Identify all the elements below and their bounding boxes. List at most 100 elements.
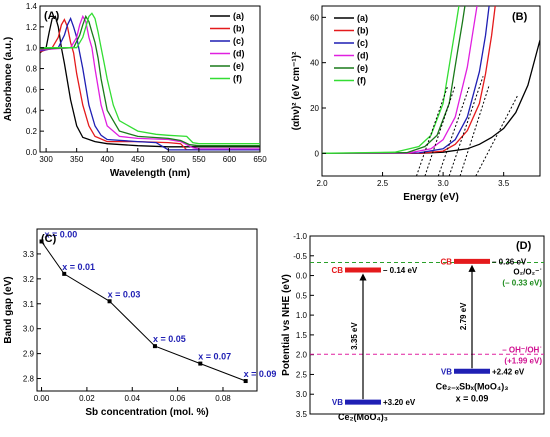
- panel-d-gap-label: 2.79 eV: [459, 302, 468, 330]
- panel-b-y-axis-label: (αhν)² (eV cm⁻¹)²: [291, 51, 302, 130]
- panel-d-cb-tag: CB: [440, 257, 452, 266]
- panel-c-frame: [36, 228, 258, 392]
- panel-b-y-tick-label: 20: [310, 104, 319, 113]
- panel-c-point: [243, 379, 248, 384]
- panel-d-oh-value: (+1.99 eV): [504, 356, 542, 365]
- panel-a-legend-label: (b): [233, 24, 245, 34]
- panel-a-series-b: [39, 18, 260, 151]
- panel-a-y-tick-label: 0.2: [26, 127, 38, 136]
- panel-a-y-tick-label: 1.0: [26, 44, 38, 53]
- panel-a-legend-label: (c): [233, 36, 244, 46]
- panel-a-series-e: [39, 14, 260, 147]
- panel-b-legend-label: (b): [357, 26, 369, 36]
- panel-b-legend-label: (c): [357, 38, 368, 48]
- panel-b-x-tick-label: 2.0: [316, 179, 328, 188]
- panel-b-legend-label: (f): [357, 76, 366, 86]
- panel-c-y-tick-label: 3.0: [23, 325, 35, 334]
- panel-d-y-tick-label: 3.5: [296, 410, 308, 419]
- panel-a-x-tick-label: 400: [101, 155, 115, 164]
- panel-c-y-tick-label: 3.1: [23, 300, 35, 309]
- panel-b-tangent-line: [459, 85, 490, 176]
- panel-d-vb-value: +3.20 eV: [383, 398, 416, 407]
- panel-b-series-d: [322, 6, 478, 154]
- panel-a-x-tick-label: 350: [70, 155, 84, 164]
- panel-c-y-tick-label: 2.9: [23, 350, 35, 359]
- panel-d-o2-label: O₂/O₂⁻˙: [513, 268, 542, 277]
- panel-b-series-group: [322, 6, 540, 154]
- panel-a-x-tick-label: 300: [39, 155, 53, 164]
- panel-c-label: (C): [41, 233, 57, 245]
- panel-d-gap-label: 3.35 eV: [350, 322, 359, 350]
- panel-d-y-tick-label: 3.0: [296, 390, 308, 399]
- panel-b-series-b: [322, 6, 496, 154]
- panel-c-point-label: x = 0.09: [244, 369, 277, 379]
- panel-a-legend-label: (e): [233, 61, 244, 71]
- panel-a-series-c: [39, 16, 260, 151]
- panel-d-y-tick-label: -0.5: [293, 252, 307, 261]
- panel-d-label: (D): [516, 240, 532, 252]
- panel-b-series-c: [322, 6, 490, 154]
- panel-a-series-d: [39, 14, 260, 150]
- panel-d-y-axis-label: Potential vs NHE (eV): [281, 274, 292, 376]
- panel-c-point-label: x = 0.05: [153, 334, 186, 344]
- panel-b-x-tick-label: 3.0: [438, 179, 450, 188]
- panel-c-x-tick-label: 0.00: [34, 394, 50, 403]
- panel-a-x-tick-label: 500: [162, 155, 176, 164]
- panel-c-x-tick-label: 0.08: [215, 394, 231, 403]
- panel-d-y-tick-label: 2.0: [296, 351, 308, 360]
- panel-b-y-tick-label: 60: [310, 13, 319, 22]
- panel-b-y-tick-label: 0: [315, 149, 320, 158]
- panel-b-y-tick-label: 40: [310, 59, 319, 68]
- panel-c-x-tick-label: 0.04: [124, 394, 140, 403]
- panel-b-legend-label: (d): [357, 51, 369, 61]
- panel-b-x-tick-label: 2.5: [377, 179, 389, 188]
- panel-d-oh-label: – OH⁻/OH˙: [502, 345, 542, 354]
- panel-a-series-a: [39, 15, 260, 148]
- panel-d-vb-tag: VB: [441, 367, 452, 376]
- panel-c: x = 0.00 x = 0.01 x = 0.03 x = 0.05 x = 0.07…: [3, 228, 277, 418]
- panel-b-tangent-line: [424, 85, 456, 176]
- panel-c-line: [41, 241, 246, 382]
- panel-d-band-diagram: O₂/O₂⁻˙ (– 0.33 eV) – OH⁻/OH˙ (+1.99 eV) CB V…: [310, 257, 544, 422]
- panel-a-x-tick-label: 550: [192, 155, 206, 164]
- panel-d-y-tick-label: 0.0: [296, 272, 308, 281]
- panel-a-legend-label: (a): [233, 11, 244, 21]
- panel-b-legend-label: (e): [357, 63, 368, 73]
- panel-a-y-axis-label: Absorbance (a.u.): [3, 37, 14, 121]
- panel-d-vb-value: +2.42 eV: [492, 367, 525, 376]
- panel-a-frame: [39, 5, 261, 153]
- panel-b-legend: (a) (b) (c) (d) (e) (f): [334, 13, 369, 86]
- panel-a-label: (A): [44, 10, 60, 22]
- panel-a-x-tick-label: 450: [131, 155, 145, 164]
- panel-c-point: [62, 271, 67, 276]
- panel-d-vb-tag: VB: [332, 398, 343, 407]
- panel-b-tangent-lines: [415, 76, 519, 176]
- panel-a: 300 350 400 450 500 550 600 650 0.0 0.2 0.4 0.6 0.8…: [3, 2, 267, 179]
- panel-b-legend-label: (a): [357, 13, 368, 23]
- panel-a-x-axis-label: Wavelength (nm): [110, 168, 190, 179]
- panel-b-x-axis-label: Energy (eV): [403, 192, 459, 203]
- panel-d-frame: [309, 235, 545, 415]
- panel-c-y-tick-label: 2.8: [23, 375, 35, 384]
- panel-c-y-tick-label: 3.2: [23, 275, 35, 284]
- panel-b-tangent-line: [448, 76, 484, 176]
- panel-a-y-tick-label: 0.6: [26, 85, 38, 94]
- panel-a-y-tick-label: 0.8: [26, 65, 38, 74]
- panel-b-series-a: [322, 39, 540, 154]
- panel-d-o2-value: (– 0.33 eV): [502, 279, 542, 288]
- panel-d-material-name: Ce₂(MoO₄)₃: [338, 412, 388, 422]
- panel-c-point-label: x = 0.00: [45, 229, 78, 239]
- panel-c-point: [107, 299, 112, 304]
- panel-c-x-tick-label: 0.02: [79, 394, 95, 403]
- panel-b-x-tick-label: 3.5: [498, 179, 510, 188]
- panel-b-tangent-line: [475, 94, 519, 176]
- panel-b: 2.0 2.5 3.0 3.5 0 20 40 60 (B) Energy (eV) (αh…: [291, 5, 541, 203]
- panel-a-y-tick-label: 1.2: [26, 23, 38, 32]
- panel-d-y-tick-label: 1.5: [296, 331, 308, 340]
- panel-d-cb-value: – 0.14 eV: [383, 266, 418, 275]
- panel-a-legend: (a) (b) (c) (d) (e) (f): [210, 11, 245, 84]
- panel-c-series-group: x = 0.00 x = 0.01 x = 0.03 x = 0.05 x = 0.07…: [39, 229, 277, 384]
- panel-d-cb-value: – 0.36 eV: [492, 257, 527, 266]
- panel-c-y-tick-label: 3.3: [23, 250, 35, 259]
